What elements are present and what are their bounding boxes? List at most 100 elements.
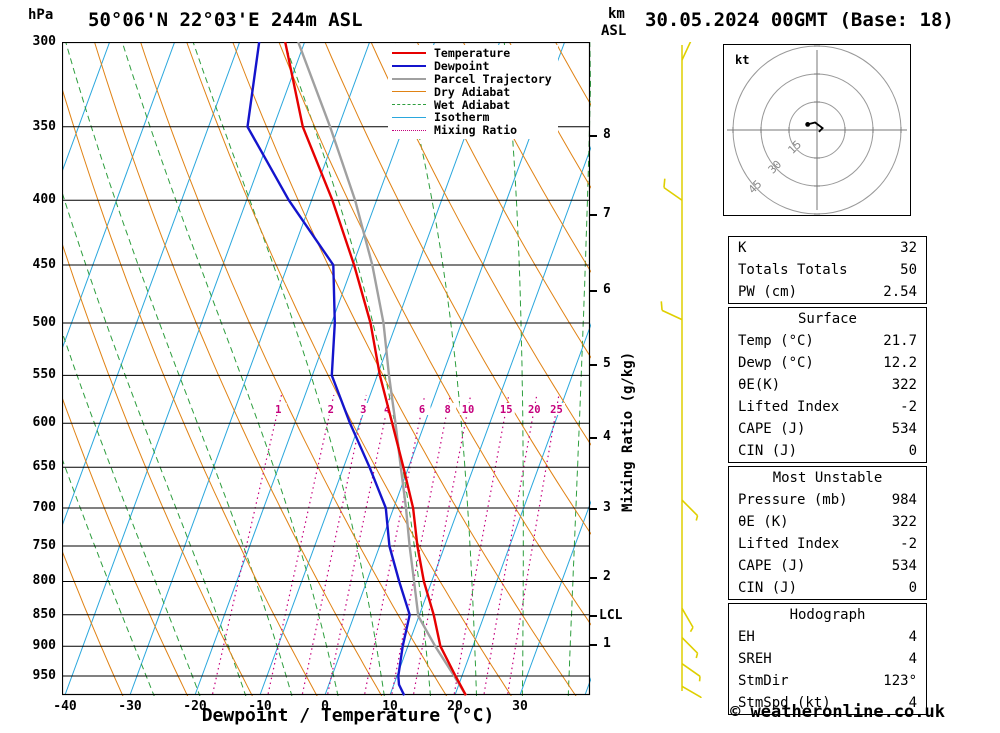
- row-value: -2: [900, 536, 917, 552]
- table-row: Lifted Index -2: [729, 396, 926, 418]
- asl-axis-unit: ASL: [601, 23, 627, 39]
- row-value: 322: [891, 514, 917, 530]
- legend-item: Temperature: [392, 46, 552, 61]
- table-row: Totals Totals 50: [729, 259, 926, 281]
- mixing-ratio-label: 20: [528, 404, 541, 416]
- temperature-tick-label: -30: [118, 699, 142, 714]
- temperature-curve: [284, 42, 467, 696]
- mixing-ratio-label: 2: [328, 404, 334, 416]
- km-tick-mark: [590, 576, 597, 579]
- mixing-ratio-label: 6: [419, 404, 425, 416]
- table-row: Dewp (°C) 12.2: [729, 352, 926, 374]
- temperature-tick-label: -20: [183, 699, 207, 714]
- legend-item: Dry Adiabat: [392, 85, 552, 99]
- row-label: Pressure (mb): [738, 492, 848, 508]
- legend-swatch-temperature: [392, 52, 426, 55]
- wind-barb: [681, 499, 699, 521]
- mixing-ratio-label: 10: [462, 404, 475, 416]
- pressure-axis-unit: hPa: [28, 7, 54, 23]
- row-label: θE (K): [738, 514, 789, 530]
- legend-swatch-parcel-trajectory: [392, 77, 426, 80]
- mixing-ratio-axis-label: Mixing Ratio (g/kg): [620, 351, 636, 512]
- pressure-tick-label: 350: [32, 118, 56, 134]
- row-label: CAPE (J): [738, 558, 806, 574]
- row-value: 322: [891, 377, 917, 393]
- row-value: 32: [900, 240, 917, 256]
- skewt-diagram: 1 2 3 4 6 8 10 15 20 25: [62, 42, 591, 696]
- run-datetime: 30.05.2024 00GMT (Base: 18): [645, 9, 954, 31]
- legend-swatch-dry-adiabat: [392, 91, 426, 93]
- row-label: θE(K): [738, 377, 781, 393]
- km-tick-label: 6: [603, 282, 611, 298]
- row-label: Dewp (°C): [738, 355, 814, 371]
- km-tick-mark: [590, 364, 597, 367]
- hodograph-trace-dot: [805, 122, 811, 127]
- row-value: 0: [908, 443, 917, 459]
- row-label: CIN (J): [738, 443, 798, 459]
- table-row: Lifted Index -2: [729, 533, 926, 555]
- table-row: SREH 4: [729, 648, 926, 670]
- hodograph-trace: [807, 121, 824, 133]
- table-row: CAPE (J) 534: [729, 555, 926, 577]
- row-value: 12.2: [883, 355, 917, 371]
- row-value: 123°: [883, 673, 917, 689]
- x-axis-label: Dewpoint / Temperature (°C): [201, 705, 495, 726]
- pressure-tick-label: 850: [32, 606, 56, 622]
- row-label: SREH: [738, 651, 772, 667]
- km-tick-mark: [590, 507, 597, 510]
- legend-swatch-wet-adiabat: [392, 104, 426, 106]
- table-row: StmDir 123°: [729, 670, 926, 692]
- plot-border: [62, 42, 591, 696]
- legend-swatch-mixing-ratio: [392, 129, 426, 131]
- km-tick-label: 7: [603, 205, 611, 221]
- km-tick-mark: [590, 437, 597, 440]
- legend-item: Isotherm: [392, 110, 552, 124]
- row-label: PW (cm): [738, 284, 798, 300]
- legend-label: Dewpoint: [434, 59, 490, 74]
- wind-barb: [681, 663, 701, 682]
- row-value: 4: [908, 629, 917, 645]
- table-header: Hodograph: [789, 607, 866, 623]
- row-value: 4: [908, 651, 917, 667]
- lcl-tick-mark: [590, 615, 597, 618]
- km-tick-mark: [590, 135, 597, 138]
- table-row: θE (K) 322: [729, 511, 926, 533]
- table-most-unstable: Most Unstable Pressure (mb) 984 θE (K) 322 Li…: [728, 466, 927, 600]
- row-label: Lifted Index: [738, 536, 840, 552]
- wind-barb: [681, 637, 699, 659]
- km-tick-label: 8: [603, 127, 611, 143]
- row-value: 0: [908, 580, 917, 596]
- index-tables: K 32 Totals Totals 50 PW (cm) 2.54 Surface Temp…: [728, 236, 927, 715]
- lcl-label: LCL: [599, 608, 623, 624]
- pressure-tick-label: 650: [32, 459, 56, 475]
- pressure-tick-label: 800: [32, 573, 56, 589]
- mixing-ratio-lines: [211, 394, 560, 696]
- pressure-tick-label: 900: [32, 638, 56, 654]
- mixing-ratio-label: 8: [444, 404, 450, 416]
- temperature-tick-label: -40: [53, 699, 77, 714]
- temperature-tick-label: 20: [447, 699, 463, 714]
- chart-legend: Temperature Dewpoint Parcel Trajectory Dry …: [388, 45, 558, 139]
- row-value: 534: [891, 558, 917, 574]
- legend-label: Temperature: [434, 46, 511, 61]
- row-value: 4: [908, 695, 917, 711]
- table-hodograph: Hodograph EH 4 SREH 4 StmDir 123° StmSpd (kt) 4: [728, 603, 927, 715]
- km-tick-mark: [590, 213, 597, 216]
- pressure-tick-label: 600: [32, 415, 56, 431]
- legend-item: Wet Adiabat: [392, 98, 552, 112]
- pressure-tick-label: 700: [32, 500, 56, 515]
- row-value: 984: [891, 492, 917, 508]
- copyright-text: © weatheronline.co.uk: [730, 702, 945, 722]
- table-surface: Surface Temp (°C) 21.7 Dewp (°C) 12.2 θE(K) 32…: [728, 307, 927, 463]
- pressure-tick-label: 750: [32, 537, 56, 553]
- table-indices: K 32 Totals Totals 50 PW (cm) 2.54: [728, 236, 927, 304]
- pressure-tick-label: 550: [32, 367, 56, 383]
- legend-label: Mixing Ratio: [434, 123, 518, 138]
- page-title: 50°06'N 22°03'E 244m ASL: [88, 9, 363, 31]
- row-label: CAPE (J): [738, 421, 806, 437]
- table-row: K 32: [729, 237, 926, 259]
- temperature-tick-label: -10: [248, 699, 272, 714]
- legend-label: Parcel Trajectory: [434, 72, 552, 86]
- wind-barb: [681, 607, 694, 633]
- dewpoint-curve: [246, 42, 411, 696]
